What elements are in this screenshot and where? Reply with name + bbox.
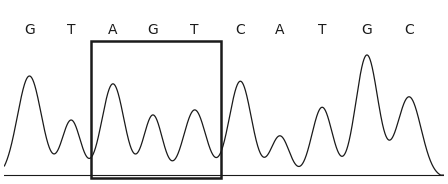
- Text: C: C: [236, 23, 245, 37]
- Text: T: T: [67, 23, 75, 37]
- Text: G: G: [362, 23, 372, 37]
- Text: C: C: [404, 23, 414, 37]
- Text: G: G: [147, 23, 158, 37]
- Text: G: G: [24, 23, 35, 37]
- Text: A: A: [275, 23, 285, 37]
- Text: T: T: [190, 23, 199, 37]
- Text: A: A: [108, 23, 118, 37]
- Bar: [91, 41, 220, 178]
- Text: T: T: [318, 23, 327, 37]
